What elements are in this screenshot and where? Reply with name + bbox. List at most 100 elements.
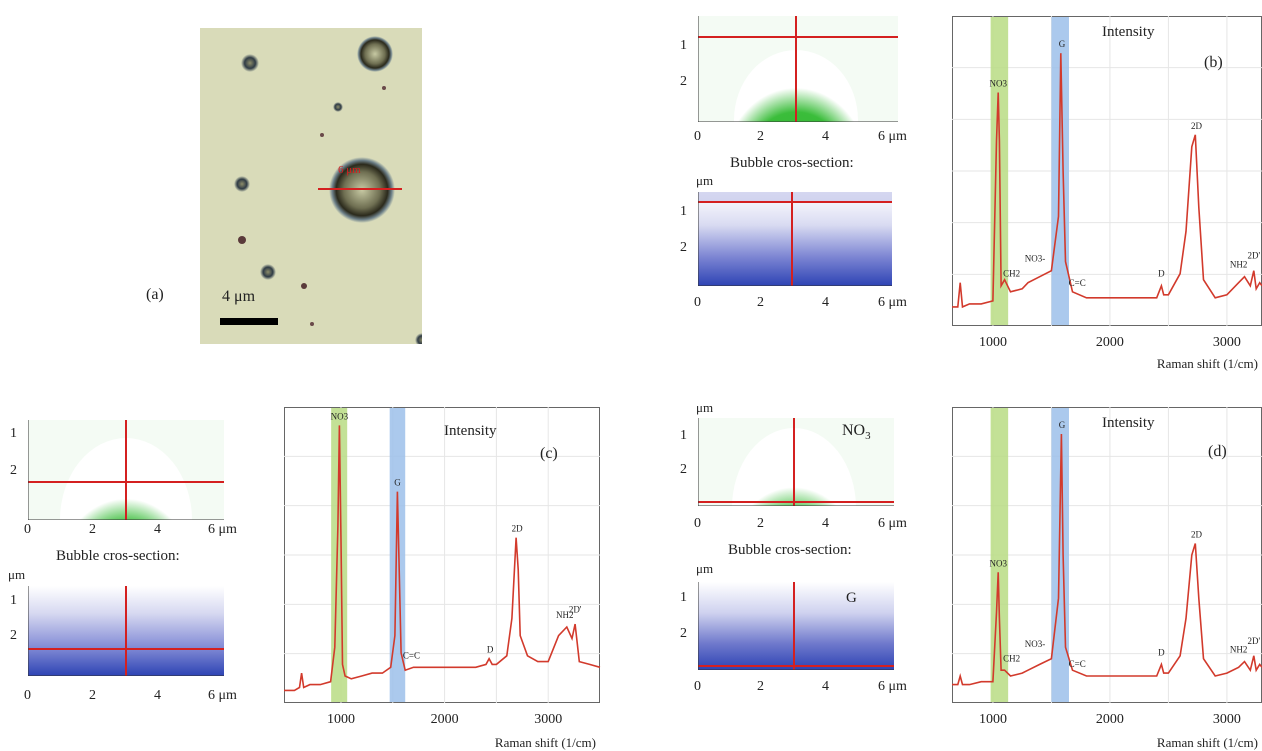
section-d-xtick-0: 0 xyxy=(694,679,701,694)
x-tick-label: 1000 xyxy=(979,335,1007,350)
peak-label: 2D xyxy=(1191,529,1203,539)
series-line-b xyxy=(952,53,1262,309)
map-d-ytick-1: 1 xyxy=(680,428,687,443)
peak-label: 2D xyxy=(1191,121,1203,131)
section-d-xtick-4: 4 xyxy=(822,679,829,694)
peak-label: 2D' xyxy=(1247,251,1260,261)
map-c-ytick-2: 2 xyxy=(10,463,17,478)
x-tick-label: 2000 xyxy=(431,712,459,727)
spectrum-b-panel-label: (b) xyxy=(1204,54,1223,71)
section-d-xtick-2: 2 xyxy=(757,679,764,694)
chart-title-c: Intensity xyxy=(444,423,497,439)
spectrum-c: NO3 G C=C D 2D NH2 2D' Intensity 1000 2000 3000 Ram… xyxy=(284,405,602,751)
no3-map-c xyxy=(28,420,224,520)
peak-label: NO3 xyxy=(989,558,1007,568)
x-tick-label: 2000 xyxy=(1096,335,1124,350)
map-d-xtick-6: 6 μm xyxy=(878,516,907,531)
section-b-xtick-4: 4 xyxy=(822,295,829,310)
x-axis-label-c: Raman shift (1/cm) xyxy=(495,735,596,750)
spectrum-d: NO3 CH2 NO3- G C=C D 2D NH2 2D' Intensity 1000 2000… xyxy=(952,405,1262,751)
section-d-ytick-2: 2 xyxy=(680,626,687,641)
g-section-c xyxy=(28,586,224,676)
x-axis-label-b: Raman shift (1/cm) xyxy=(1157,356,1258,371)
section-unit-c: μm xyxy=(8,567,26,582)
peak-label: C=C xyxy=(1069,659,1086,669)
peak-label: NH2 xyxy=(1230,645,1248,655)
map-b-ytick-1: 1 xyxy=(680,38,687,53)
panel-a: 6 μm 4 μm (a) xyxy=(0,0,422,350)
section-b-ytick-1: 1 xyxy=(680,204,687,219)
map-c-xtick-0: 0 xyxy=(24,522,31,537)
x-tick-label: 3000 xyxy=(1213,712,1241,727)
panel-a-label: (a) xyxy=(146,286,164,303)
spectrum-d-panel-label: (d) xyxy=(1208,443,1227,460)
section-unit-d: μm xyxy=(696,561,714,576)
map-c-xtick-2: 2 xyxy=(89,522,96,537)
map-d-xtick-2: 2 xyxy=(757,516,764,531)
section-title-c: Bubble cros-section: xyxy=(56,548,180,564)
peak-label: G xyxy=(1059,420,1066,430)
x-tick-label: 1000 xyxy=(327,712,355,727)
peak-label: 2D' xyxy=(1247,636,1260,646)
g-section-d xyxy=(698,582,894,670)
section-b-xtick-2: 2 xyxy=(757,295,764,310)
map-b-xtick-0: 0 xyxy=(694,129,701,144)
map-d-label-sub: 3 xyxy=(865,430,871,443)
section-d-xtick-6: 6 μm xyxy=(878,679,907,694)
section-d-label: G xyxy=(846,590,857,606)
peak-label: G xyxy=(394,478,401,488)
section-b-ytick-2: 2 xyxy=(680,240,687,255)
section-d-ytick-1: 1 xyxy=(680,590,687,605)
map-c-ytick-1: 1 xyxy=(10,426,17,441)
series-line-c xyxy=(284,425,601,692)
peak-label: NH2 xyxy=(556,610,574,620)
map-d-unit: μm xyxy=(696,400,714,415)
peak-label: G xyxy=(1059,39,1066,49)
section-title-d: Bubble cros-section: xyxy=(728,542,852,558)
x-tick-label: 1000 xyxy=(979,712,1007,727)
peak-label: D xyxy=(1158,648,1165,658)
section-c-xtick-2: 2 xyxy=(89,688,96,703)
x-axis-label-d: Raman shift (1/cm) xyxy=(1157,735,1258,750)
section-c-ytick-2: 2 xyxy=(10,628,17,643)
map-b-xtick-4: 4 xyxy=(822,129,829,144)
panel-d-maps: μm NO3 1 2 0 2 4 6 μm Bubble cros-sectio… xyxy=(670,396,930,736)
scale-bar-label: 4 μm xyxy=(222,288,256,305)
no3-map-d xyxy=(698,418,894,506)
x-tick-label: 3000 xyxy=(534,712,562,727)
peak-label: NH2 xyxy=(1230,260,1248,270)
peak-label: NO3- xyxy=(1025,639,1046,649)
section-c-xtick-0: 0 xyxy=(24,688,31,703)
panel-c-maps: 1 2 0 2 4 6 μm Bubble cros-section: μm 1… xyxy=(0,410,260,730)
map-b-ytick-2: 2 xyxy=(680,74,687,89)
section-b-xtick-0: 0 xyxy=(694,295,701,310)
spectrum-b: NO3 CH2 NO3- G C=C D 2D NH2 2D' Intensity 1000 2000… xyxy=(952,14,1262,374)
peak-label: C=C xyxy=(403,650,420,660)
peak-label: C=C xyxy=(1069,278,1086,288)
chart-title-b: Intensity xyxy=(1102,24,1155,40)
micrograph-image xyxy=(200,28,422,344)
x-tick-label: 3000 xyxy=(1213,335,1241,350)
section-b-xtick-6: 6 μm xyxy=(878,295,907,310)
peak-label: NO3 xyxy=(989,78,1007,88)
peak-label: 2D' xyxy=(569,604,582,614)
map-d-label: NO3 xyxy=(842,422,871,442)
map-b-xtick-6: 6 μm xyxy=(878,129,907,144)
section-unit-b: μm xyxy=(696,173,714,188)
no3-map-b xyxy=(698,16,898,122)
map-c-xtick-4: 4 xyxy=(154,522,161,537)
panel-b-maps: 1 2 0 2 4 6 μm Bubble cros-section: μm 1… xyxy=(670,16,930,336)
peak-label: NO3- xyxy=(1025,254,1046,264)
chart-title-d: Intensity xyxy=(1102,415,1155,431)
map-d-label-main: NO xyxy=(842,422,866,439)
map-b-xtick-2: 2 xyxy=(757,129,764,144)
peak-label: CH2 xyxy=(1003,653,1020,663)
peak-label: D xyxy=(1158,269,1165,279)
peak-label: D xyxy=(487,645,494,655)
map-d-xtick-4: 4 xyxy=(822,516,829,531)
map-d-xtick-0: 0 xyxy=(694,516,701,531)
section-c-xtick-4: 4 xyxy=(154,688,161,703)
section-c-ytick-1: 1 xyxy=(10,593,17,608)
